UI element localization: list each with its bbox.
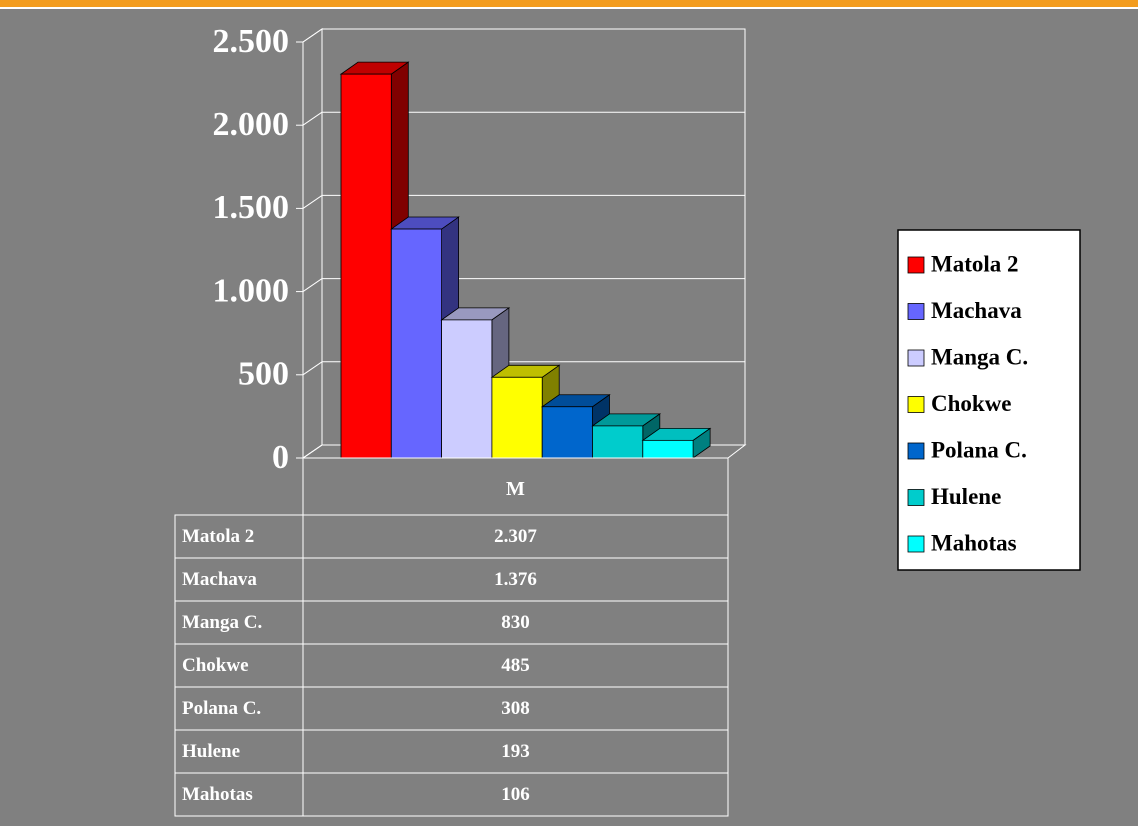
legend-label: Matola 2 <box>931 251 1019 276</box>
table-value: 485 <box>501 655 530 676</box>
table-value-cell <box>302 772 729 817</box>
table-category: M <box>506 478 525 500</box>
bar <box>592 425 644 459</box>
legend-swatch <box>907 256 925 274</box>
y-tick-label: 1.500 <box>213 189 290 226</box>
table-value: 1.376 <box>494 569 537 590</box>
table-value: 830 <box>501 612 530 633</box>
legend-label: Manga C. <box>931 344 1028 369</box>
table-row-label: Chokwe <box>182 655 249 676</box>
legend-swatch <box>907 349 925 367</box>
bar <box>441 319 493 459</box>
legend-swatch <box>907 535 925 553</box>
table-row-label: Machava <box>182 569 257 590</box>
side-wall <box>302 28 323 459</box>
y-tick-label: 2.000 <box>213 106 290 143</box>
grid-line <box>302 28 323 43</box>
bar <box>390 228 442 459</box>
bar <box>642 439 694 459</box>
table-row-label: Mahotas <box>182 784 253 805</box>
legend-swatch <box>907 442 925 460</box>
table-row-label: Manga C. <box>182 612 262 633</box>
legend-label: Machava <box>931 298 1022 323</box>
legend-swatch <box>907 303 925 320</box>
table-value: 308 <box>501 698 530 719</box>
grid-line <box>302 111 323 126</box>
grid-line <box>302 444 323 459</box>
legend-label: Mahotas <box>931 530 1017 555</box>
table-value: 2.307 <box>494 526 537 547</box>
legend-label: Chokwe <box>931 391 1012 416</box>
legend-box <box>897 229 1081 571</box>
legend-swatch <box>907 489 925 506</box>
table-value: 193 <box>501 741 530 762</box>
top-line <box>0 7 1138 9</box>
legend-label: Hulene <box>931 484 1001 509</box>
table-row-label: Polana C. <box>182 698 261 719</box>
table-row-label: Hulene <box>182 741 240 762</box>
y-tick-label: 0 <box>272 439 289 476</box>
y-tick-label: 1.000 <box>213 272 290 309</box>
y-tick-label: 2.500 <box>213 23 290 60</box>
table-value: 106 <box>501 784 530 805</box>
table-row-label: Matola 2 <box>182 526 254 547</box>
bar <box>491 376 543 459</box>
bar <box>541 406 593 459</box>
legend-label: Polana C. <box>931 437 1027 462</box>
grid-line <box>302 194 323 209</box>
legend-swatch <box>907 396 925 413</box>
top-strip <box>0 0 1138 7</box>
bar <box>340 73 392 459</box>
y-tick-label: 500 <box>238 356 289 393</box>
grid-line <box>302 361 323 376</box>
grid-line <box>302 278 323 293</box>
